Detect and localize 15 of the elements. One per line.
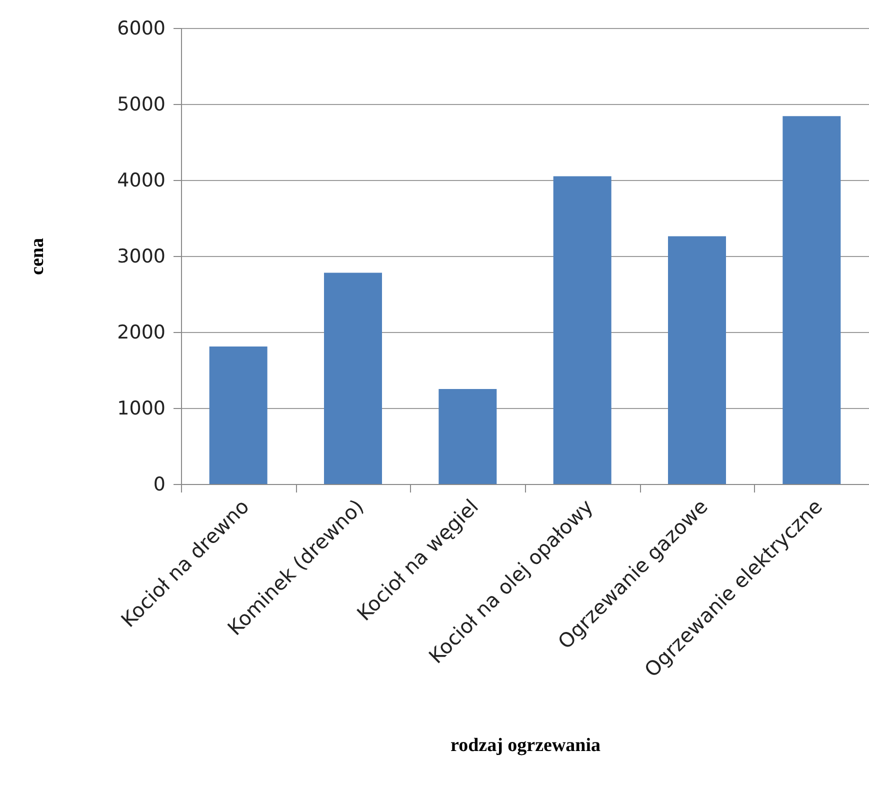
y-axis-title: cena xyxy=(27,238,48,275)
bar xyxy=(324,272,382,484)
bar xyxy=(438,389,497,484)
bar xyxy=(668,236,726,484)
y-tick-label: 3000 xyxy=(117,246,166,268)
bar xyxy=(209,346,268,484)
y-tick-label: 1000 xyxy=(117,398,166,420)
y-tick-label: 5000 xyxy=(117,94,166,116)
y-tick-label: 4000 xyxy=(117,170,166,192)
y-tick-label: 2000 xyxy=(117,322,166,344)
bar xyxy=(782,116,841,484)
y-tick-label: 6000 xyxy=(117,18,166,40)
x-axis-title: rodzaj ogrzewania xyxy=(450,735,602,756)
y-tick-label: 0 xyxy=(153,474,166,496)
bar xyxy=(553,176,612,484)
